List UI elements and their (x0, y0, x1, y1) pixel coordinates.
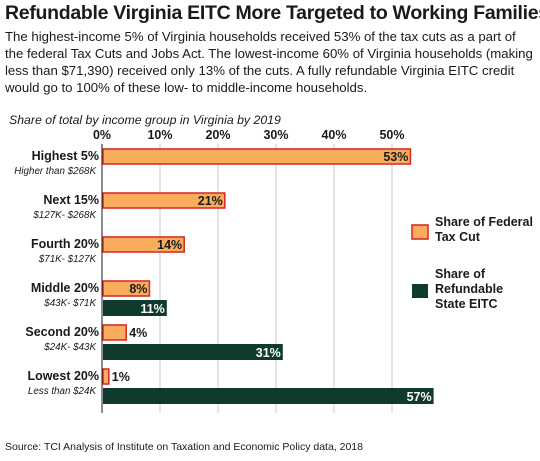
category-sublabel: $43K- $71K (43, 298, 96, 309)
gridlines (159, 144, 393, 413)
bar-state-eitc (103, 300, 167, 316)
category-label: Lowest 20% (27, 369, 99, 383)
x-tick-label: 40% (321, 128, 346, 142)
bar-label-federal: 8% (129, 282, 147, 296)
bar-label-eitc: 57% (407, 390, 432, 404)
x-tick-label: 50% (379, 128, 404, 142)
category-label: Highest 5% (32, 149, 99, 163)
category-label: Second 20% (25, 325, 99, 339)
legend-swatch-eitc (412, 284, 428, 298)
chart-subtitle: Share of total by income group in Virgin… (9, 113, 281, 127)
bar-federal-tax-cut (102, 280, 151, 297)
bar-federal-tax-cut (102, 236, 185, 253)
source-note: Source: TCI Analysis of Institute on Tax… (5, 441, 363, 453)
category-labels: Highest 5% Higher than $268K Next 15% $127K… (14, 149, 99, 397)
bar-federal-tax-cut (102, 148, 412, 165)
x-tick-label: 30% (263, 128, 288, 142)
legend-swatch-federal (411, 224, 429, 240)
intro-paragraph: The highest-income 5% of Virginia househ… (5, 29, 533, 95)
bar-state-eitc (103, 388, 434, 404)
bar-label-federal: 4% (129, 326, 147, 340)
bar-label-federal: 53% (383, 150, 408, 164)
bar-label-eitc: 31% (256, 346, 281, 360)
bars: 53% 21% 14% 8% 11% 4% 31% 1% 57% (102, 148, 434, 404)
bar-federal-tax-cut (102, 192, 226, 209)
category-sublabel: Higher than $268K (14, 166, 96, 177)
bar-federal-tax-cut (102, 324, 128, 341)
category-sublabel: $71K- $127K (38, 254, 97, 265)
category-label: Fourth 20% (31, 237, 99, 251)
x-tick-label: 0% (93, 128, 111, 142)
category-label: Middle 20% (31, 281, 99, 295)
bar-federal-tax-cut (102, 368, 110, 385)
bar-label-federal: 21% (198, 194, 223, 208)
x-tick-label: 10% (147, 128, 172, 142)
legend-label-eitc: Refundable (435, 282, 503, 296)
page-title: Refundable Virginia EITC More Targeted t… (5, 2, 540, 24)
category-sublabel: $24K- $43K (43, 342, 96, 353)
bar-label-federal: 14% (157, 238, 182, 252)
legend-label-eitc: Share of (435, 267, 486, 281)
x-axis-tick-labels: 0% 10% 20% 30% 40% 50% (93, 128, 405, 142)
category-sublabel: $127K- $268K (32, 210, 96, 221)
category-sublabel: Less than $24K (28, 386, 97, 397)
legend-label-federal: Tax Cut (435, 230, 481, 244)
legend-label-eitc: State EITC (435, 297, 498, 311)
legend-label-federal: Share of Federal (435, 215, 533, 229)
x-tick-label: 20% (205, 128, 230, 142)
bar-label-eitc: 11% (140, 302, 164, 316)
bar-state-eitc (103, 344, 283, 360)
bar-label-federal: 1% (112, 370, 130, 384)
category-label: Next 15% (43, 193, 99, 207)
